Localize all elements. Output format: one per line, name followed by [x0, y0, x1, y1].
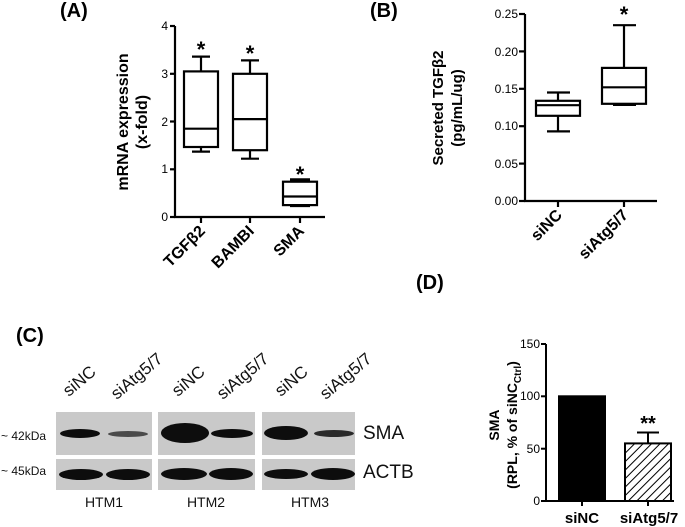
band: [59, 469, 103, 480]
panel-a-ylabel-line2: (x-fold): [134, 95, 151, 149]
bar-siatg57-errorbar: [637, 431, 659, 444]
svg-text:150: 150: [520, 337, 540, 351]
panel-d-chart: SMA (RPL, % of siNCCtrl) 0 50 100 150 **…: [486, 337, 678, 527]
svg-text:0: 0: [161, 210, 168, 224]
lane-label-sinc-3: siNC: [271, 361, 312, 401]
panel-a-xlabel-sma: SMA: [271, 222, 308, 259]
panel-a-axes: [170, 24, 325, 223]
svg-text:50: 50: [527, 442, 541, 456]
panel-a-ylabel-line1: mRNA expression: [115, 53, 132, 190]
band: [314, 430, 354, 437]
cell-line-htm3: HTM3: [290, 494, 330, 510]
svg-text:0.05: 0.05: [495, 157, 519, 171]
panel-a-xlabel-bambi: BAMBI: [209, 223, 258, 272]
svg-text:0: 0: [533, 494, 540, 508]
box-sma: [281, 178, 319, 208]
panel-label-c: (C): [16, 325, 44, 347]
blot-htm2-sma: [158, 412, 255, 455]
panel-d-ylabel-line2: (RPL, % of siNCCtrl): [504, 361, 524, 489]
lane-label-siatg-2: siAtg5/7: [213, 349, 273, 404]
svg-text:0.15: 0.15: [495, 82, 519, 96]
panel-d-yticks: 0 50 100 150: [520, 337, 540, 508]
sig-star-sma: *: [296, 162, 305, 187]
panel-b-xlabel-siatg57: siAtg5/7: [576, 207, 632, 263]
svg-text:2: 2: [161, 115, 168, 129]
lane-label-sinc-2: siNC: [168, 361, 209, 401]
panel-b-chart: Secreted TGFβ2 (pg/mL/ug) 0.00 0.05 0.10…: [430, 2, 657, 263]
box-tgfb2: [182, 55, 220, 153]
row-label-sma: SMA: [363, 423, 405, 444]
sig-star-tgfb2: *: [197, 37, 206, 62]
panel-label-d: (D): [416, 272, 444, 294]
band: [264, 426, 308, 440]
panel-d-xlabel-sinc: siNC: [565, 510, 599, 527]
lane-label-sinc-1: siNC: [59, 361, 100, 401]
svg-text:4: 4: [161, 19, 168, 33]
svg-text:0.25: 0.25: [495, 7, 519, 21]
box-siatg57: [600, 24, 648, 106]
blot-htm3-actb: [262, 459, 355, 490]
panel-label-a: (A): [60, 0, 88, 22]
band: [106, 469, 150, 480]
cell-line-htm2: HTM2: [186, 494, 226, 510]
panel-a-chart: mRNA expression (x-fold) 0 1 2 3 4: [115, 19, 325, 272]
box-bambi: [231, 59, 269, 160]
sig-double-star-d: **: [640, 413, 656, 435]
marker-42kda: ~ 42kDa: [1, 429, 47, 443]
marker-45kda: ~ 45kDa: [1, 464, 47, 478]
panel-b-ylabel-line2: (pg/mL/ug): [449, 69, 466, 146]
band: [60, 429, 100, 438]
panel-a-xlabel-tgfb2: TGFβ2: [161, 223, 209, 271]
bar-sinc: [558, 395, 606, 502]
panel-label-b: (B): [370, 0, 398, 22]
sig-star-siatg57-b: *: [620, 2, 629, 27]
svg-text:0.00: 0.00: [495, 194, 519, 208]
svg-text:100: 100: [520, 389, 540, 403]
blot-htm1-actb: [56, 459, 152, 490]
bar-siatg57: [624, 442, 672, 502]
band: [108, 431, 148, 437]
panel-b-yticks: 0.00 0.05 0.10 0.15 0.20 0.25: [495, 7, 519, 208]
lane-label-siatg-3: siAtg5/7: [316, 349, 376, 404]
blot-htm2-actb: [158, 459, 255, 490]
row-label-actb: ACTB: [363, 462, 414, 483]
band: [211, 429, 253, 438]
panel-b-xlabel-sinc: siNC: [528, 206, 566, 244]
sig-star-bambi: *: [246, 41, 255, 66]
panel-b-axes: [519, 12, 657, 207]
band: [161, 423, 209, 443]
svg-text:0.10: 0.10: [495, 119, 519, 133]
panel-d-ylabel-line1: SMA: [486, 409, 502, 440]
panel-a-yticks: 0 1 2 3 4: [161, 19, 168, 224]
svg-text:0.20: 0.20: [495, 45, 519, 59]
panel-d-xlabel-siatg57: siAtg5/7: [620, 510, 678, 527]
blot-htm1-sma: [56, 412, 152, 455]
cell-line-htm1: HTM1: [84, 494, 124, 510]
box-sinc: [534, 91, 582, 133]
band: [161, 468, 207, 480]
band: [209, 468, 253, 480]
band: [311, 468, 355, 480]
panel-b-ylabel-line1: Secreted TGFβ2: [430, 50, 447, 165]
svg-text:1: 1: [161, 162, 168, 176]
band: [264, 469, 308, 479]
blot-htm3-sma: [262, 412, 355, 455]
lane-label-siatg-1: siAtg5/7: [107, 349, 167, 404]
svg-text:3: 3: [161, 67, 168, 81]
